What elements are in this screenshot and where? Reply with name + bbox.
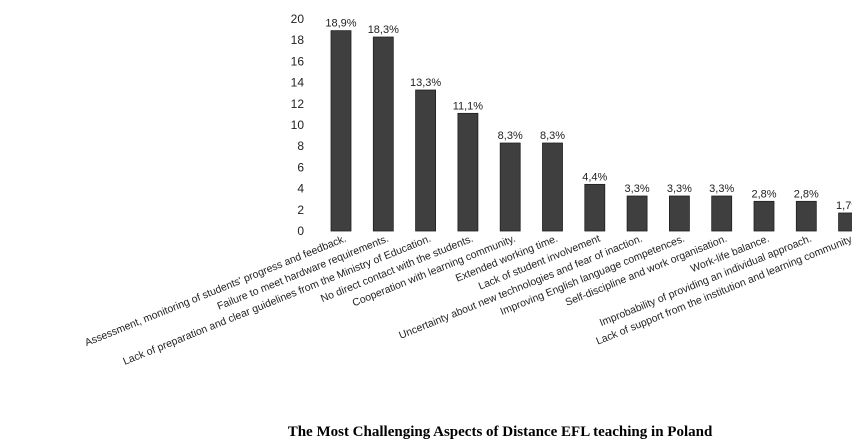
y-tick-label: 16 bbox=[291, 54, 305, 68]
data-label: 18,3% bbox=[368, 24, 399, 36]
data-label: 1,7% bbox=[836, 200, 852, 212]
y-tick-label: 12 bbox=[291, 97, 305, 111]
y-tick-label: 8 bbox=[297, 139, 304, 153]
bar bbox=[415, 89, 437, 232]
bar bbox=[499, 142, 521, 232]
data-label: 18,9% bbox=[325, 18, 356, 30]
bar bbox=[330, 30, 352, 232]
data-label: 2,8% bbox=[794, 188, 819, 200]
bar bbox=[626, 195, 648, 232]
x-axis-labels: Assessment, monitoring of students' prog… bbox=[83, 233, 852, 368]
data-label: 8,3% bbox=[540, 130, 565, 142]
x-tick-label: Lack of preparation and clear guidelines… bbox=[121, 233, 432, 368]
data-label: 3,3% bbox=[709, 183, 734, 195]
chart-title: The Most Challenging Aspects of Distance… bbox=[287, 424, 713, 440]
y-tick-label: 6 bbox=[297, 160, 304, 174]
y-tick-label: 2 bbox=[297, 203, 304, 217]
y-tick-label: 14 bbox=[291, 76, 305, 90]
y-axis: 0 2 4 6 8 10 12 14 16 18 20 bbox=[291, 12, 305, 238]
data-label: 2,8% bbox=[751, 188, 776, 200]
bar bbox=[753, 200, 775, 232]
data-label: 4,4% bbox=[582, 171, 607, 183]
bar bbox=[542, 142, 563, 232]
bar bbox=[457, 112, 479, 232]
data-label: 11,1% bbox=[453, 100, 484, 112]
bar bbox=[838, 212, 852, 232]
bars bbox=[330, 30, 852, 232]
y-tick-label: 10 bbox=[291, 118, 305, 132]
data-labels: 18,9% 18,3% 13,3% 11,1% 8,3% 8,3% 4,4% 3,3% 3,3%… bbox=[325, 18, 852, 212]
data-label: 8,3% bbox=[498, 130, 523, 142]
data-label: 13,3% bbox=[410, 77, 441, 89]
bar bbox=[795, 200, 817, 232]
bar bbox=[669, 195, 690, 232]
y-tick-label: 18 bbox=[291, 33, 305, 47]
y-tick-label: 0 bbox=[297, 224, 304, 238]
data-label: 3,3% bbox=[667, 183, 692, 195]
y-tick-label: 4 bbox=[297, 182, 304, 196]
bar bbox=[711, 195, 733, 232]
bar bbox=[584, 183, 606, 232]
bar bbox=[372, 36, 394, 232]
data-label: 3,3% bbox=[625, 183, 650, 195]
y-tick-label: 20 bbox=[291, 12, 305, 26]
